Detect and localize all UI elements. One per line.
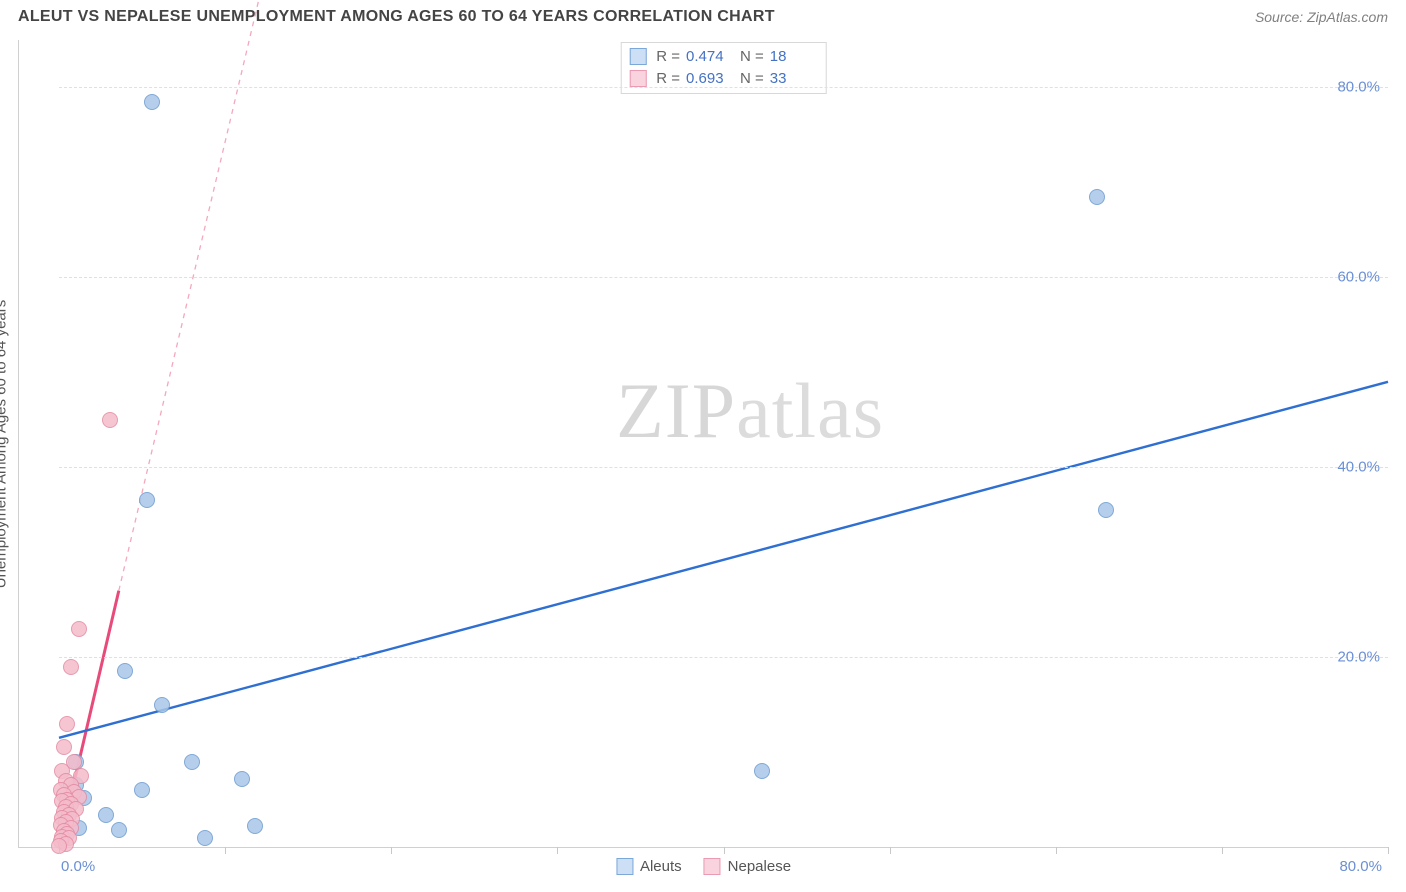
r-label: R = [656, 46, 680, 68]
data-point [111, 822, 127, 838]
data-point [134, 782, 150, 798]
source-attribution: Source: ZipAtlas.com [1255, 9, 1388, 25]
source-name: ZipAtlas.com [1307, 9, 1388, 25]
x-tick [724, 847, 725, 854]
r-value-nepalese: 0.693 [686, 68, 730, 90]
watermark-light: atlas [736, 367, 884, 454]
data-point [139, 492, 155, 508]
data-point [63, 659, 79, 675]
legend-label-nepalese: Nepalese [728, 858, 791, 875]
data-point [102, 412, 118, 428]
x-tick [1222, 847, 1223, 854]
legend-item-aleuts: Aleuts [616, 858, 682, 875]
data-point [154, 697, 170, 713]
watermark: ZIPatlas [616, 366, 884, 456]
data-point [234, 771, 250, 787]
data-point [71, 621, 87, 637]
stats-legend-box: R = 0.474 N = 18 R = 0.693 N = 33 [620, 42, 827, 94]
data-point [1089, 189, 1105, 205]
data-point [754, 763, 770, 779]
x-axis-min-label: 0.0% [61, 858, 95, 875]
y-tick-label: 60.0% [1337, 269, 1380, 286]
gridline [59, 87, 1388, 88]
x-tick [59, 847, 60, 854]
n-value-aleuts: 18 [770, 46, 814, 68]
legend-label-aleuts: Aleuts [640, 858, 682, 875]
data-point [59, 716, 75, 732]
stats-row-aleuts: R = 0.474 N = 18 [629, 46, 814, 68]
n-value-nepalese: 33 [770, 68, 814, 90]
data-point [117, 663, 133, 679]
chart-area: Unemployment Among Ages 60 to 64 years Z… [18, 40, 1388, 848]
swatch-nepalese [629, 70, 646, 87]
legend-swatch-aleuts [616, 858, 633, 875]
data-point [247, 818, 263, 834]
chart-title: ALEUT VS NEPALESE UNEMPLOYMENT AMONG AGE… [18, 8, 775, 26]
plot-region: ZIPatlas R = 0.474 N = 18 R = 0.693 N = … [59, 40, 1388, 847]
y-axis-title: Unemployment Among Ages 60 to 64 years [0, 299, 10, 588]
x-tick [890, 847, 891, 854]
data-point [1098, 502, 1114, 518]
trend-lines-svg [59, 40, 1388, 847]
x-tick [225, 847, 226, 854]
data-point [56, 739, 72, 755]
data-point [184, 754, 200, 770]
data-point [144, 94, 160, 110]
gridline [59, 657, 1388, 658]
legend-bottom: Aleuts Nepalese [616, 858, 791, 875]
x-tick [1388, 847, 1389, 854]
n-label: N = [740, 68, 764, 90]
swatch-aleuts [629, 48, 646, 65]
y-tick-label: 40.0% [1337, 459, 1380, 476]
x-tick [391, 847, 392, 854]
source-prefix: Source: [1255, 9, 1307, 25]
y-tick-label: 20.0% [1337, 649, 1380, 666]
x-tick [1056, 847, 1057, 854]
chart-header: ALEUT VS NEPALESE UNEMPLOYMENT AMONG AGE… [0, 0, 1406, 30]
legend-item-nepalese: Nepalese [704, 858, 791, 875]
r-value-aleuts: 0.474 [686, 46, 730, 68]
x-tick [557, 847, 558, 854]
legend-swatch-nepalese [704, 858, 721, 875]
data-point [98, 807, 114, 823]
x-axis-max-label: 80.0% [1339, 858, 1382, 875]
data-point [197, 830, 213, 846]
watermark-bold: ZIP [616, 367, 736, 454]
gridline [59, 467, 1388, 468]
n-label: N = [740, 46, 764, 68]
gridline [59, 277, 1388, 278]
y-tick-label: 80.0% [1337, 79, 1380, 96]
stats-row-nepalese: R = 0.693 N = 33 [629, 68, 814, 90]
r-label: R = [656, 68, 680, 90]
